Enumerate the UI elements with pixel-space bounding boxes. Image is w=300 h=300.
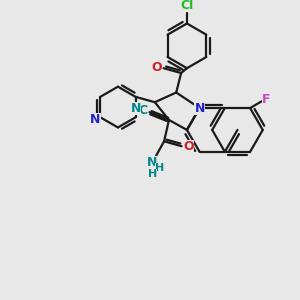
Text: H: H xyxy=(148,169,157,179)
Text: N: N xyxy=(131,102,141,115)
Text: C: C xyxy=(138,104,147,117)
Text: O: O xyxy=(183,140,194,153)
Text: F: F xyxy=(262,93,271,106)
Text: N: N xyxy=(194,101,205,115)
Text: N: N xyxy=(90,113,100,126)
Text: Cl: Cl xyxy=(180,0,194,13)
Text: O: O xyxy=(152,61,162,74)
Text: N: N xyxy=(147,156,158,169)
Text: H: H xyxy=(154,163,164,172)
